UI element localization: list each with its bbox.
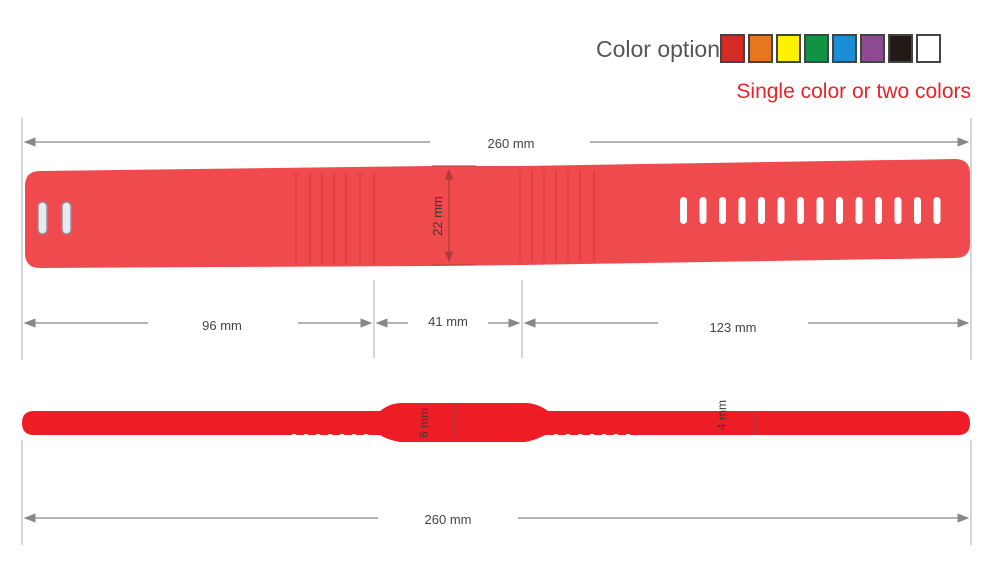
adjustment-hole — [699, 197, 707, 224]
adjustment-hole — [719, 197, 726, 224]
grip-tooth — [624, 434, 632, 442]
color-swatch — [832, 34, 857, 63]
label-seg-mid: 41 mm — [428, 314, 468, 329]
color-swatch — [916, 34, 941, 63]
grip-tooth — [552, 434, 560, 442]
grip-tooth — [600, 434, 608, 442]
grip-tooth — [576, 434, 584, 442]
grip-tooth — [362, 434, 370, 442]
adjustment-hole — [758, 197, 765, 224]
adjustment-hole — [836, 197, 843, 224]
adjustment-hole — [933, 197, 941, 224]
color-swatch — [720, 34, 745, 63]
label-seg-right: 123 mm — [710, 320, 757, 335]
extension-lines — [21, 118, 972, 545]
label-thickness-end: 4 mm — [715, 400, 729, 430]
grip-tooth — [588, 434, 596, 442]
dimension-segments: 96 mm 41 mm 123 mm — [23, 314, 970, 335]
color-swatch — [748, 34, 773, 63]
label-thickness-mid: 6 mm — [417, 408, 431, 438]
grip-tooth — [326, 434, 334, 442]
color-swatch-row — [720, 34, 941, 63]
color-note: Single color or two colors — [736, 80, 971, 103]
grip-tooth — [302, 434, 310, 442]
color-swatch — [860, 34, 885, 63]
adjustment-hole — [816, 197, 824, 224]
ribbed-section-right — [519, 170, 595, 262]
adjustment-hole — [797, 197, 804, 224]
adjustment-holes — [680, 197, 941, 224]
label-total-length-top: 260 mm — [488, 136, 535, 151]
wristband-side-view: 6 mm 4 mm — [22, 400, 970, 442]
color-swatch — [776, 34, 801, 63]
color-option-label: Color option — [596, 36, 721, 62]
label-width: 22 mm — [430, 196, 445, 236]
color-swatch — [888, 34, 913, 63]
grip-teeth-right — [552, 434, 632, 442]
wristband-top-view: 22 mm — [25, 159, 970, 268]
dimension-total-length-bottom: 260 mm — [23, 512, 970, 527]
grip-tooth — [564, 434, 572, 442]
label-total-length-bottom: 260 mm — [425, 512, 472, 527]
adjustment-hole — [875, 197, 882, 224]
label-seg-left: 96 mm — [202, 318, 242, 333]
grip-tooth — [338, 434, 346, 442]
dimension-total-length-top: 260 mm — [23, 136, 970, 151]
buckle-pins — [37, 201, 72, 235]
adjustment-hole — [914, 197, 921, 224]
color-swatch — [804, 34, 829, 63]
adjustment-hole — [855, 197, 863, 224]
adjustment-hole — [680, 197, 687, 224]
ribbed-section-left — [295, 172, 375, 264]
grip-teeth-left — [290, 434, 370, 442]
grip-tooth — [290, 434, 298, 442]
dimension-width: 22 mm — [430, 165, 476, 266]
grip-tooth — [612, 434, 620, 442]
adjustment-hole — [738, 197, 746, 224]
grip-tooth — [350, 434, 358, 442]
grip-tooth — [314, 434, 322, 442]
adjustment-hole — [894, 197, 902, 224]
adjustment-hole — [777, 197, 785, 224]
